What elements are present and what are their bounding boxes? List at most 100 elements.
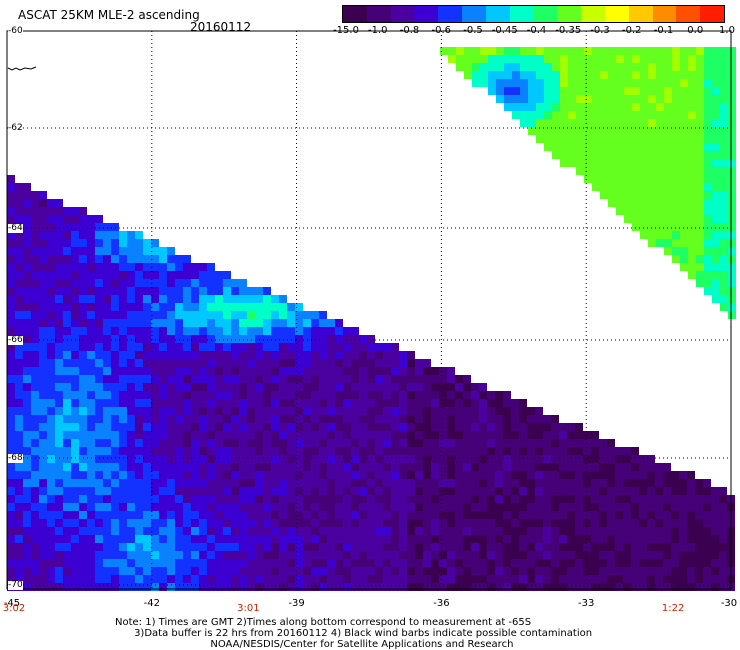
data-cell <box>79 503 87 511</box>
data-cell <box>7 303 15 311</box>
data-cell <box>271 551 279 559</box>
data-cell <box>207 503 215 511</box>
data-cell <box>151 495 159 503</box>
data-cell <box>664 215 672 223</box>
data-cell <box>447 439 455 447</box>
data-cell <box>335 511 343 519</box>
data-cell <box>95 407 103 415</box>
data-cell <box>23 511 31 519</box>
data-cell <box>647 551 655 559</box>
data-cell <box>215 487 223 495</box>
data-cell <box>119 479 127 487</box>
data-cell <box>696 95 704 103</box>
data-cell <box>183 527 191 535</box>
data-cell <box>543 511 551 519</box>
data-cell <box>319 383 327 391</box>
data-cell <box>599 487 607 495</box>
data-cell <box>439 575 447 583</box>
data-cell <box>263 287 271 295</box>
data-cell <box>39 439 47 447</box>
data-cell <box>648 183 656 191</box>
data-cell <box>680 71 688 79</box>
data-cell <box>567 551 575 559</box>
data-cell <box>311 327 319 335</box>
data-cell <box>664 111 672 119</box>
data-cell <box>15 183 23 191</box>
data-cell <box>215 559 223 567</box>
data-cell <box>255 567 263 575</box>
data-cell <box>607 543 615 551</box>
data-cell <box>23 567 31 575</box>
data-cell <box>551 511 559 519</box>
data-cell <box>608 111 616 119</box>
data-cell <box>127 575 135 583</box>
data-cell <box>223 351 231 359</box>
data-cell <box>471 495 479 503</box>
data-cell <box>399 495 407 503</box>
data-cell <box>127 359 135 367</box>
data-cell <box>303 495 311 503</box>
data-cell <box>343 511 351 519</box>
data-cell <box>688 143 696 151</box>
data-cell <box>696 79 704 87</box>
data-cell <box>15 439 23 447</box>
data-cell <box>463 527 471 535</box>
data-cell <box>535 519 543 527</box>
data-cell <box>255 423 263 431</box>
data-cell <box>647 583 655 591</box>
data-cell <box>448 55 456 63</box>
data-cell <box>47 343 55 351</box>
data-cell <box>383 583 391 591</box>
data-cell <box>239 439 247 447</box>
data-cell <box>7 407 15 415</box>
data-cell <box>343 399 351 407</box>
data-cell <box>143 271 151 279</box>
data-cell <box>600 135 608 143</box>
data-cell <box>479 439 487 447</box>
data-cell <box>31 351 39 359</box>
data-cell <box>111 415 119 423</box>
data-cell <box>511 535 519 543</box>
data-cell <box>71 551 79 559</box>
data-cell <box>119 543 127 551</box>
data-cell <box>135 423 143 431</box>
data-cell <box>367 351 375 359</box>
data-cell <box>255 367 263 375</box>
data-cell <box>680 175 688 183</box>
data-cell <box>655 535 663 543</box>
data-cell <box>175 255 183 263</box>
data-cell <box>583 551 591 559</box>
data-cell <box>303 375 311 383</box>
data-cell <box>487 551 495 559</box>
data-cell <box>199 311 207 319</box>
data-cell <box>607 463 615 471</box>
data-cell <box>703 567 711 575</box>
colorbar-swatch <box>604 6 629 22</box>
data-cell <box>552 127 560 135</box>
data-cell <box>479 399 487 407</box>
data-cell <box>728 167 736 175</box>
data-cell <box>343 479 351 487</box>
data-cell <box>423 519 431 527</box>
data-cell <box>135 431 143 439</box>
data-cell <box>31 335 39 343</box>
data-cell <box>215 335 223 343</box>
data-cell <box>559 551 567 559</box>
data-cell <box>720 47 728 55</box>
data-cell <box>7 239 15 247</box>
data-cell <box>431 391 439 399</box>
data-cell <box>39 247 47 255</box>
data-cell <box>111 279 119 287</box>
data-cell <box>95 519 103 527</box>
data-cell <box>399 487 407 495</box>
data-cell <box>111 247 119 255</box>
data-cell <box>207 391 215 399</box>
data-cell <box>23 479 31 487</box>
data-cell <box>87 311 95 319</box>
data-cell <box>584 79 592 87</box>
data-cell <box>23 503 31 511</box>
data-cell <box>119 319 127 327</box>
data-cell <box>536 135 544 143</box>
data-cell <box>183 319 191 327</box>
data-cell <box>335 359 343 367</box>
